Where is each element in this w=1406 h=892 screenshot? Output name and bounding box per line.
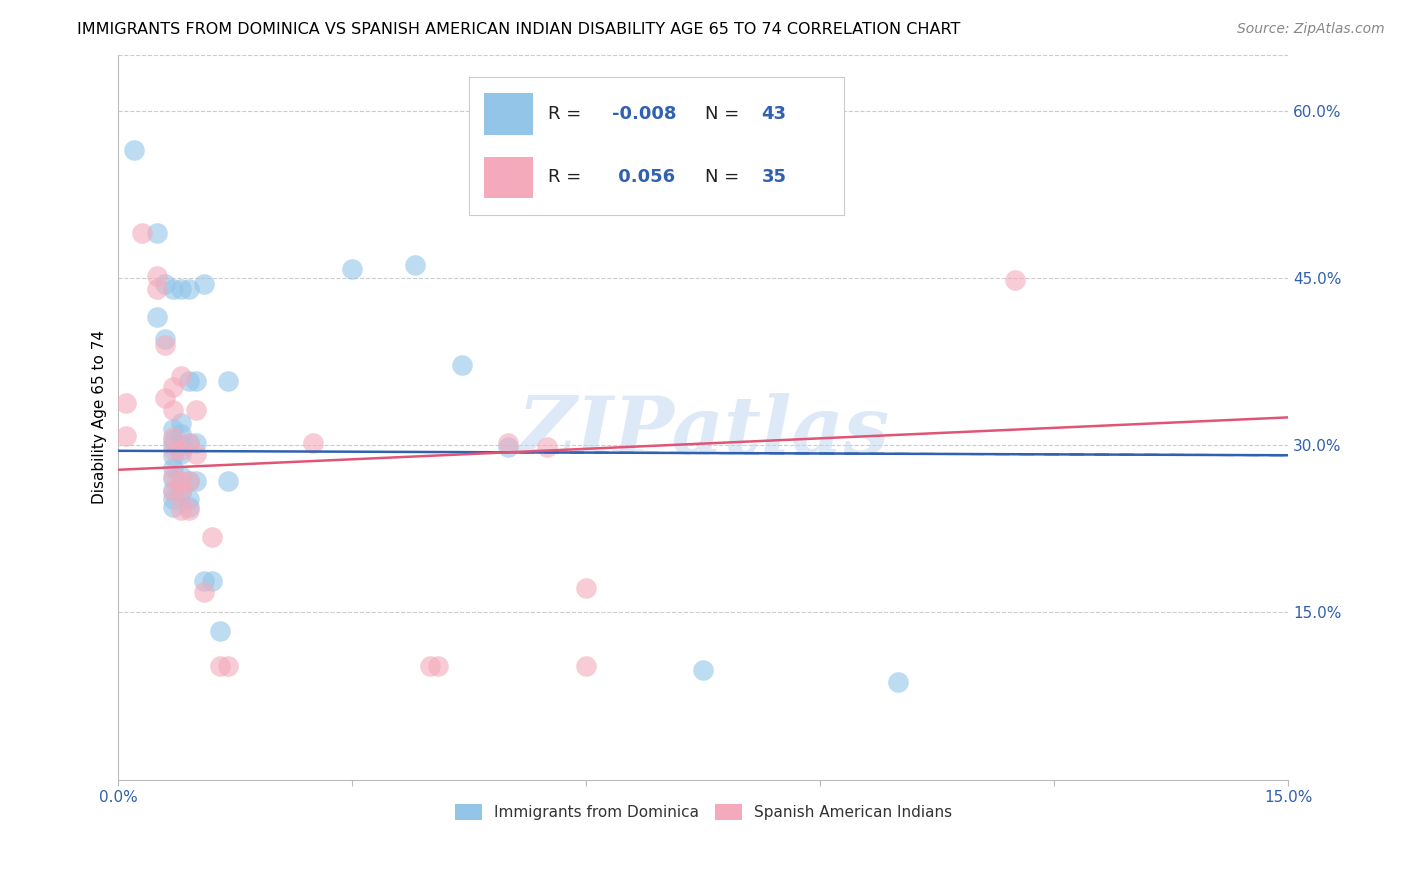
Point [575, 581, 598, 595]
Point [217, 659, 239, 673]
Point [146, 310, 169, 324]
Point [1004, 273, 1026, 287]
Point [162, 485, 184, 500]
Point [177, 474, 200, 488]
Point [162, 460, 184, 475]
Point [177, 374, 200, 388]
Point [155, 332, 177, 346]
Point [217, 474, 239, 488]
Point [146, 282, 169, 296]
Point [201, 530, 224, 544]
Point [162, 433, 184, 447]
Point [162, 442, 184, 457]
Point [498, 436, 520, 450]
Point [162, 380, 184, 394]
Point [162, 421, 184, 435]
Point [146, 227, 169, 241]
Point [177, 436, 200, 450]
Point [201, 574, 224, 589]
Text: ZIPatlas: ZIPatlas [517, 393, 890, 471]
Point [208, 624, 231, 639]
Point [575, 659, 598, 673]
Point [404, 258, 426, 272]
Point [170, 438, 193, 452]
Point [162, 491, 184, 506]
Point [170, 447, 193, 461]
Point [193, 585, 215, 599]
Point [177, 436, 200, 450]
Point [162, 450, 184, 464]
Point [177, 491, 200, 506]
Point [186, 474, 208, 488]
Point [170, 474, 193, 488]
Point [170, 485, 193, 500]
Legend: Immigrants from Dominica, Spanish American Indians: Immigrants from Dominica, Spanish Americ… [449, 798, 959, 826]
Text: IMMIGRANTS FROM DOMINICA VS SPANISH AMERICAN INDIAN DISABILITY AGE 65 TO 74 CORR: IMMIGRANTS FROM DOMINICA VS SPANISH AMER… [77, 22, 960, 37]
Point [177, 500, 200, 514]
Point [146, 268, 169, 283]
Point [186, 436, 208, 450]
Point [217, 374, 239, 388]
Point [186, 447, 208, 461]
Point [162, 282, 184, 296]
Point [170, 416, 193, 430]
Point [536, 441, 558, 455]
Point [170, 485, 193, 500]
Point [692, 664, 714, 678]
Point [170, 442, 193, 457]
Point [170, 369, 193, 384]
Point [427, 659, 450, 673]
Point [177, 282, 200, 296]
Point [115, 396, 138, 410]
Y-axis label: Disability Age 65 to 74: Disability Age 65 to 74 [93, 330, 107, 504]
Point [162, 430, 184, 444]
Point [419, 659, 441, 673]
Point [162, 483, 184, 497]
Point [162, 472, 184, 486]
Point [208, 659, 231, 673]
Point [186, 402, 208, 417]
Point [162, 469, 184, 483]
Point [170, 469, 193, 483]
Point [162, 438, 184, 452]
Point [193, 574, 215, 589]
Point [155, 338, 177, 352]
Point [115, 429, 138, 443]
Point [342, 262, 364, 277]
Point [170, 503, 193, 517]
Text: Source: ZipAtlas.com: Source: ZipAtlas.com [1237, 22, 1385, 37]
Point [450, 358, 472, 372]
Point [131, 227, 153, 241]
Point [162, 500, 184, 514]
Point [122, 143, 145, 157]
Point [162, 402, 184, 417]
Point [186, 374, 208, 388]
Point [887, 674, 910, 689]
Point [170, 427, 193, 442]
Point [302, 436, 325, 450]
Point [177, 503, 200, 517]
Point [193, 277, 215, 291]
Point [170, 282, 193, 296]
Point [155, 277, 177, 291]
Point [498, 441, 520, 455]
Point [155, 392, 177, 406]
Point [177, 474, 200, 488]
